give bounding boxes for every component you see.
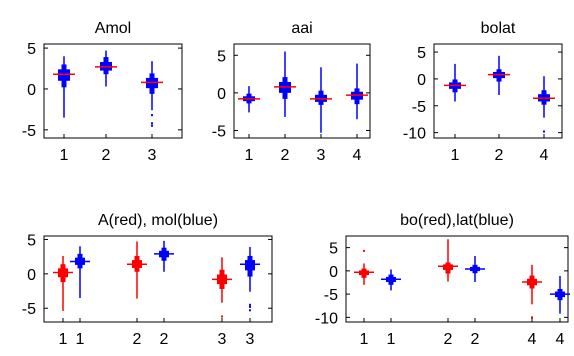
box-4 bbox=[154, 240, 174, 272]
outlier-point bbox=[221, 315, 223, 318]
box-1 bbox=[53, 56, 75, 118]
box-2 bbox=[70, 246, 90, 298]
subplot-4: A(red), mol(blue) 5 0 -5 1 1 2 2 3 3 bbox=[22, 212, 273, 348]
y-tick-label: 5 bbox=[329, 241, 338, 258]
subplot-1: Amol 5 0 -5 1 2 3 bbox=[22, 20, 183, 164]
axes-frame bbox=[43, 43, 183, 139]
subplot-5: bo(red),lat(blue) 5 0 -5 -10 1 1 2 2 4 4 bbox=[315, 212, 570, 348]
x-tick-label: 1 bbox=[59, 331, 68, 348]
x-tick-label: 2 bbox=[281, 147, 290, 164]
x-tick-label: 3 bbox=[148, 147, 157, 164]
outlier-point bbox=[249, 303, 251, 306]
subplot-title: aai bbox=[291, 20, 312, 37]
y-tick-label: -5 bbox=[22, 123, 36, 140]
box-3 bbox=[141, 61, 163, 127]
y-tick-label: -5 bbox=[412, 99, 426, 116]
box-1 bbox=[238, 86, 260, 113]
box-6 bbox=[240, 247, 260, 312]
x-tick-label: 1 bbox=[76, 331, 85, 348]
box-3 bbox=[310, 67, 332, 133]
x-tick-label: 2 bbox=[495, 147, 504, 164]
box-2 bbox=[95, 50, 117, 87]
subplot-title: A(red), mol(blue) bbox=[98, 212, 218, 229]
y-tick-label: -10 bbox=[403, 126, 426, 143]
y-tick-label: 0 bbox=[417, 72, 426, 89]
outlier-point bbox=[363, 249, 365, 252]
axes-frame bbox=[233, 43, 371, 139]
x-tick-label: 4 bbox=[540, 147, 549, 164]
box-1 bbox=[354, 249, 374, 285]
iqr-box bbox=[443, 264, 453, 270]
x-tick-label: 1 bbox=[360, 331, 369, 348]
x-tick-label: 4 bbox=[353, 147, 362, 164]
y-tick-label: -5 bbox=[212, 123, 226, 140]
box-1 bbox=[444, 63, 466, 102]
box-5 bbox=[212, 257, 232, 318]
y-tick-label: 0 bbox=[27, 82, 36, 99]
subplot-2: aai 5 0 -5 1 2 3 4 bbox=[212, 20, 371, 164]
x-tick-label: 4 bbox=[556, 331, 565, 348]
box-3 bbox=[438, 239, 458, 282]
x-tick-label: 3 bbox=[317, 147, 326, 164]
subplot-title: bo(red),lat(blue) bbox=[400, 212, 514, 229]
iqr-box bbox=[58, 69, 70, 81]
box-1 bbox=[53, 255, 73, 311]
axes-frame bbox=[43, 235, 273, 323]
y-tick-label: 5 bbox=[27, 41, 36, 58]
y-tick-label: -10 bbox=[315, 310, 338, 327]
x-tick-label: 3 bbox=[246, 331, 255, 348]
x-tick-label: 1 bbox=[451, 147, 460, 164]
subplot-title: bolat bbox=[481, 20, 516, 37]
outlier-point bbox=[151, 124, 153, 127]
box-4 bbox=[465, 255, 485, 283]
x-tick-label: 1 bbox=[60, 147, 69, 164]
x-tick-label: 2 bbox=[471, 331, 480, 348]
y-tick-label: 5 bbox=[27, 232, 36, 249]
box-6 bbox=[550, 275, 570, 314]
box-3 bbox=[127, 241, 147, 299]
box-3 bbox=[533, 76, 555, 133]
box-4 bbox=[346, 63, 368, 120]
x-tick-label: 2 bbox=[133, 331, 142, 348]
x-tick-label: 4 bbox=[528, 331, 537, 348]
x-tick-label: 2 bbox=[444, 331, 453, 348]
outlier-point bbox=[531, 316, 533, 319]
x-tick-label: 3 bbox=[218, 331, 227, 348]
y-tick-label: 5 bbox=[217, 48, 226, 65]
outlier-point bbox=[151, 122, 153, 125]
outlier-point bbox=[249, 309, 251, 312]
x-tick-label: 2 bbox=[160, 331, 169, 348]
subplot-title: Amol bbox=[95, 20, 131, 37]
outlier-point bbox=[543, 130, 545, 133]
y-tick-label: -5 bbox=[324, 287, 338, 304]
x-tick-label: 2 bbox=[102, 147, 111, 164]
y-tick-label: -5 bbox=[22, 301, 36, 318]
subplot-3: bolat 5 0 -5 -10 1 2 4 bbox=[403, 20, 563, 164]
outlier-point bbox=[151, 114, 153, 117]
y-tick-label: 0 bbox=[217, 86, 226, 103]
y-tick-label: 5 bbox=[417, 45, 426, 62]
box-2 bbox=[488, 55, 510, 96]
box-2 bbox=[381, 269, 401, 291]
box-2 bbox=[274, 51, 296, 117]
outlier-point bbox=[249, 305, 251, 308]
x-tick-label: 1 bbox=[245, 147, 254, 164]
box-5 bbox=[522, 264, 542, 319]
y-tick-label: 0 bbox=[27, 267, 36, 284]
y-tick-label: 0 bbox=[329, 264, 338, 281]
iqr-box bbox=[245, 260, 255, 271]
x-tick-label: 1 bbox=[387, 331, 396, 348]
